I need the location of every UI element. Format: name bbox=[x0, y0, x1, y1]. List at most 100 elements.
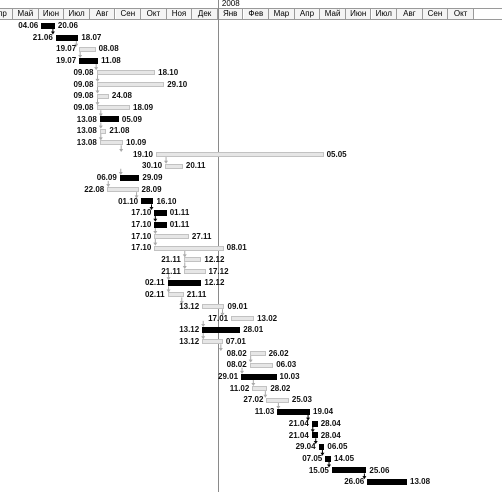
task-start-date: 13.08 bbox=[76, 138, 97, 147]
task-end-date: 28.04 bbox=[320, 430, 341, 440]
task-bar[interactable] bbox=[167, 292, 184, 298]
critical-task-bar[interactable] bbox=[55, 34, 79, 41]
dependency-arrow bbox=[95, 78, 100, 82]
task-bar[interactable] bbox=[155, 152, 324, 158]
critical-task-bar[interactable] bbox=[99, 116, 119, 123]
dependency-arrow bbox=[179, 301, 184, 305]
dependency-arrow bbox=[166, 277, 171, 281]
task-bar[interactable] bbox=[183, 257, 202, 263]
task-end-date: 16.10 bbox=[156, 196, 177, 206]
task-start-date: 02.11 bbox=[144, 290, 165, 300]
task-start-date: 19.07 bbox=[56, 56, 77, 66]
task-start-date: 08.02 bbox=[226, 348, 247, 358]
dependency-arrow bbox=[166, 289, 171, 293]
critical-task-bar[interactable] bbox=[277, 408, 311, 415]
dependency-arrow bbox=[327, 464, 332, 468]
task-end-date: 25.06 bbox=[369, 465, 390, 475]
dependency-arrow bbox=[313, 441, 318, 445]
task-end-date: 26.02 bbox=[268, 348, 289, 358]
dependency-arrow bbox=[74, 43, 79, 47]
task-start-date: 13.08 bbox=[76, 114, 97, 124]
critical-task-bar[interactable] bbox=[154, 210, 167, 217]
task-start-date: 21.11 bbox=[161, 266, 181, 276]
task-end-date: 14.05 bbox=[334, 453, 355, 463]
task-bar[interactable] bbox=[249, 362, 274, 368]
critical-task-bar[interactable] bbox=[141, 198, 154, 205]
task-bar[interactable] bbox=[96, 105, 130, 111]
task-end-date: 21.08 bbox=[109, 126, 130, 136]
dependency-arrow bbox=[201, 324, 206, 328]
critical-task-bar[interactable] bbox=[367, 479, 407, 486]
task-start-date: 06.09 bbox=[96, 173, 117, 183]
task-start-date: 09.08 bbox=[73, 91, 94, 101]
critical-task-bar[interactable] bbox=[311, 432, 318, 439]
task-start-date: 07.05 bbox=[302, 453, 323, 463]
dependency-arrow bbox=[153, 242, 158, 246]
dependency-arrow bbox=[201, 336, 206, 340]
month-header: Янв bbox=[217, 8, 244, 19]
critical-task-bar[interactable] bbox=[154, 221, 167, 228]
task-bar[interactable] bbox=[99, 128, 107, 134]
task-start-date: 21.04 bbox=[288, 418, 309, 428]
critical-task-bar[interactable] bbox=[318, 444, 325, 451]
task-end-date: 19.04 bbox=[313, 407, 334, 417]
task-end-date: 18.07 bbox=[81, 32, 102, 42]
task-bar[interactable] bbox=[165, 163, 183, 169]
month-header: Авг bbox=[397, 8, 423, 19]
critical-task-bar[interactable] bbox=[41, 22, 55, 29]
task-end-date: 28.04 bbox=[320, 418, 341, 428]
dependency-arrow bbox=[149, 207, 154, 211]
task-bar[interactable] bbox=[231, 315, 255, 321]
task-end-date: 13.08 bbox=[410, 477, 431, 487]
critical-task-bar[interactable] bbox=[331, 467, 367, 474]
task-bar[interactable] bbox=[99, 140, 124, 146]
critical-task-bar[interactable] bbox=[79, 57, 99, 64]
dependency-arrow bbox=[182, 254, 187, 258]
dependency-arrow bbox=[276, 405, 281, 409]
dependency-arrow bbox=[182, 266, 187, 270]
task-start-date: 26.06 bbox=[344, 477, 365, 487]
task-start-date: 17.10 bbox=[131, 208, 152, 218]
task-end-date: 09.01 bbox=[227, 301, 248, 311]
task-start-date: 09.08 bbox=[73, 102, 94, 112]
task-bar[interactable] bbox=[183, 269, 206, 275]
month-header: Окт bbox=[141, 8, 167, 19]
task-end-date: 29.10 bbox=[167, 79, 188, 89]
task-bar[interactable] bbox=[266, 397, 289, 403]
task-bar[interactable] bbox=[202, 304, 225, 310]
task-bar[interactable] bbox=[252, 386, 268, 392]
task-bar[interactable] bbox=[154, 233, 189, 239]
dependency-arrow bbox=[95, 90, 100, 94]
critical-task-bar[interactable] bbox=[311, 420, 318, 427]
task-bar[interactable] bbox=[96, 81, 165, 87]
task-bar[interactable] bbox=[154, 245, 224, 251]
task-bar[interactable] bbox=[107, 187, 139, 193]
task-start-date: 30.10 bbox=[142, 161, 163, 171]
dependency-arrow bbox=[220, 312, 225, 316]
dependency-arrow bbox=[320, 452, 325, 456]
task-start-date: 29.01 bbox=[218, 372, 239, 381]
task-end-date: 05.05 bbox=[326, 149, 347, 159]
task-end-date: 28.09 bbox=[141, 184, 162, 194]
task-end-date: 24.08 bbox=[111, 91, 132, 101]
task-end-date: 08.08 bbox=[98, 44, 119, 54]
critical-task-bar[interactable] bbox=[241, 373, 277, 380]
task-bar[interactable] bbox=[79, 46, 96, 52]
task-end-date: 10.09 bbox=[126, 138, 147, 147]
critical-task-bar[interactable] bbox=[325, 455, 332, 462]
critical-task-bar[interactable] bbox=[167, 280, 202, 287]
task-bar[interactable] bbox=[96, 70, 156, 76]
critical-task-bar[interactable] bbox=[119, 174, 140, 181]
critical-task-bar[interactable] bbox=[202, 327, 241, 334]
task-end-date: 27.11 bbox=[191, 231, 212, 241]
task-bar[interactable] bbox=[96, 93, 109, 99]
month-header: Сен bbox=[115, 8, 142, 19]
task-start-date: 11.03 bbox=[254, 407, 275, 417]
dependency-arrow bbox=[119, 149, 124, 153]
task-bar[interactable] bbox=[249, 350, 266, 356]
month-header: Ноя bbox=[166, 8, 193, 19]
task-start-date: 13.12 bbox=[179, 336, 200, 346]
task-end-date: 17.12 bbox=[208, 266, 229, 276]
task-start-date: 19.07 bbox=[56, 44, 77, 54]
task-bar[interactable] bbox=[202, 339, 223, 345]
